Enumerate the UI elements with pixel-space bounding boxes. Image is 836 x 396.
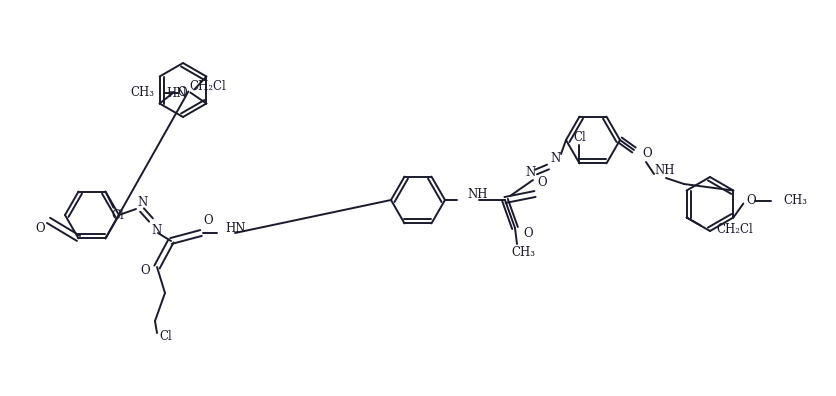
- Text: HN: HN: [166, 87, 186, 100]
- Text: NH: NH: [466, 187, 487, 200]
- Text: O: O: [177, 86, 187, 99]
- Text: Cl: Cl: [573, 131, 585, 144]
- Text: CH₃: CH₃: [511, 246, 534, 259]
- Text: CH₃: CH₃: [782, 194, 807, 207]
- Text: N: N: [550, 152, 560, 164]
- Text: NH: NH: [653, 164, 674, 177]
- Text: O: O: [537, 175, 546, 188]
- Text: CH₂Cl: CH₂Cl: [190, 80, 226, 93]
- Text: CH₃: CH₃: [130, 86, 154, 99]
- Text: Cl: Cl: [111, 209, 124, 222]
- Text: Cl: Cl: [159, 331, 171, 343]
- Text: O: O: [36, 222, 45, 235]
- Text: N: N: [138, 196, 148, 209]
- Text: O: O: [522, 227, 533, 240]
- Text: O: O: [746, 194, 755, 207]
- Text: O: O: [140, 265, 150, 278]
- Text: N: N: [151, 223, 162, 236]
- Text: O: O: [641, 147, 651, 160]
- Text: CH₂Cl: CH₂Cl: [716, 223, 752, 236]
- Text: O: O: [203, 213, 212, 227]
- Text: HN: HN: [225, 221, 245, 234]
- Text: N: N: [525, 166, 536, 179]
